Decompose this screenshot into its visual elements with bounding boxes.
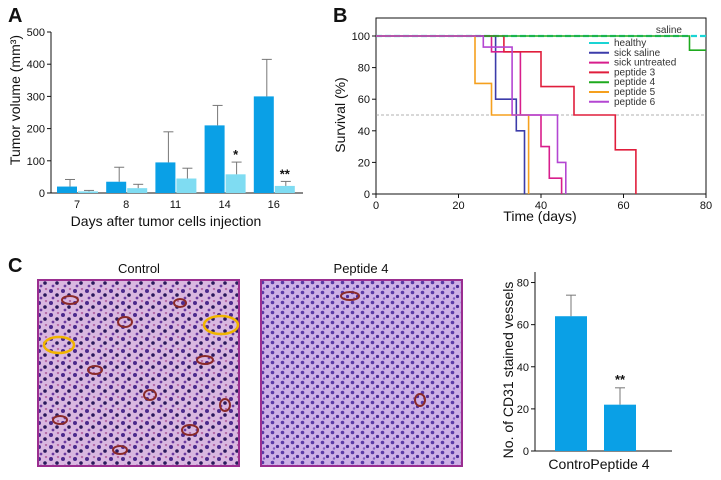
panel-c-significance: **	[615, 372, 626, 387]
histology-peptide4: Peptide 4	[260, 261, 463, 467]
panel-a-significance: *	[233, 147, 239, 162]
peptide-tissue-image	[260, 279, 463, 467]
panel-b-ytick-label: 80	[358, 63, 370, 75]
panel-c-ytick-label: 60	[517, 320, 529, 332]
panel-label-b: B	[333, 5, 347, 27]
panel-b-legend-label: peptide 6	[614, 97, 656, 108]
panel-b-legend-label: sick saline	[614, 48, 661, 59]
panel-a-xtick-label: 14	[218, 199, 230, 211]
panel-b-ytick-label: 100	[352, 31, 370, 43]
panel-a-xtick-label: 16	[268, 199, 280, 211]
panel-b-plot-frame	[375, 17, 707, 195]
panel-a-bar	[225, 174, 246, 193]
panel-b-legend-label: peptide 5	[614, 87, 656, 98]
panel-c-ytick-label: 20	[517, 404, 529, 416]
panel-b-y-label: Survival (%)	[332, 77, 348, 152]
panel-c-category-label: Control	[548, 456, 593, 472]
panel-a-bar	[204, 125, 225, 193]
panel-b-series-line	[376, 35, 706, 52]
panel-b-x-label: Time (days)	[503, 208, 576, 224]
saline-annotation: saline	[656, 25, 683, 36]
panel-b-xtick-label: 20	[452, 200, 464, 212]
panel-a-bar	[155, 162, 176, 193]
panel-b-ytick-label: 60	[358, 94, 370, 106]
panel-a-y-label: Tumor volume (mm³)	[7, 35, 23, 165]
panel-a-bar	[176, 178, 197, 193]
panel-a-significance: **	[280, 166, 291, 181]
vessel-marker-left	[42, 335, 76, 355]
cd31-vessel-chart: No. of CD31 stained vessels 0 20 40 60 80 Con…	[500, 272, 672, 472]
panel-a-bar	[57, 186, 77, 193]
panel-b-ytick-label: 20	[358, 157, 370, 169]
panel-b-xtick-label: 60	[617, 200, 629, 212]
panel-a-xtick-label: 8	[123, 199, 129, 211]
panel-c-bar	[555, 316, 587, 451]
panel-a-ytick-label: 400	[27, 59, 45, 71]
tumor-volume-chart: Tumor volume (mm³) Days after tumor cell…	[7, 27, 303, 229]
panel-a-bar	[253, 96, 274, 193]
panel-c-ytick-label: 40	[517, 362, 529, 374]
panel-b-legend-label: peptide 3	[614, 67, 656, 78]
control-image-title: Control	[118, 261, 160, 276]
panel-a-x-label: Days after tumor cells injection	[71, 213, 262, 229]
panel-a-bar	[127, 188, 148, 193]
peptide-image-title: Peptide 4	[334, 261, 389, 276]
panel-a-ytick-label: 0	[39, 188, 45, 200]
panel-c-y-label: No. of CD31 stained vessels	[500, 282, 516, 459]
survival-chart: Survival (%) Time (days) saline 0 20 40 60 8…	[332, 17, 712, 224]
control-vessel-stains	[52, 295, 231, 455]
panel-a-bar	[106, 181, 127, 193]
panel-a-xtick-label: 7	[74, 199, 80, 211]
panel-b-series-line	[376, 35, 567, 194]
panel-b-xtick-label: 40	[535, 200, 547, 212]
panel-label-c: C	[8, 255, 22, 277]
panel-a-ytick-label: 300	[27, 91, 45, 103]
histology-control: Control	[37, 261, 240, 467]
vessel-marker-right	[202, 314, 240, 336]
panel-b-ytick-label: 0	[364, 189, 370, 201]
panel-c-ytick-label: 0	[523, 446, 529, 458]
panel-b-legend-label: healthy	[614, 38, 646, 49]
panel-label-a: A	[8, 5, 22, 27]
panel-c-ytick-label: 80	[517, 278, 529, 290]
panel-c-category-label: Peptide 4	[590, 456, 649, 472]
panel-c-bar	[604, 404, 636, 451]
panel-b-xtick-label: 0	[373, 200, 379, 212]
panel-b-legend-label: peptide 4	[614, 77, 656, 88]
panel-a-bar	[78, 191, 98, 193]
panel-a-ytick-label: 200	[27, 124, 45, 136]
peptide-vessel-stains	[340, 291, 426, 407]
control-tissue-image	[37, 279, 240, 467]
panel-a-xtick-label: 11	[170, 199, 181, 211]
panel-a-bar	[274, 185, 295, 193]
panel-a-ytick-label: 100	[27, 156, 45, 168]
panel-b-legend-label: sick untreated	[614, 58, 676, 69]
panel-a-ytick-label: 500	[27, 27, 45, 39]
panel-b-ytick-label: 40	[358, 126, 370, 138]
panel-b-xtick-label: 80	[700, 200, 712, 212]
